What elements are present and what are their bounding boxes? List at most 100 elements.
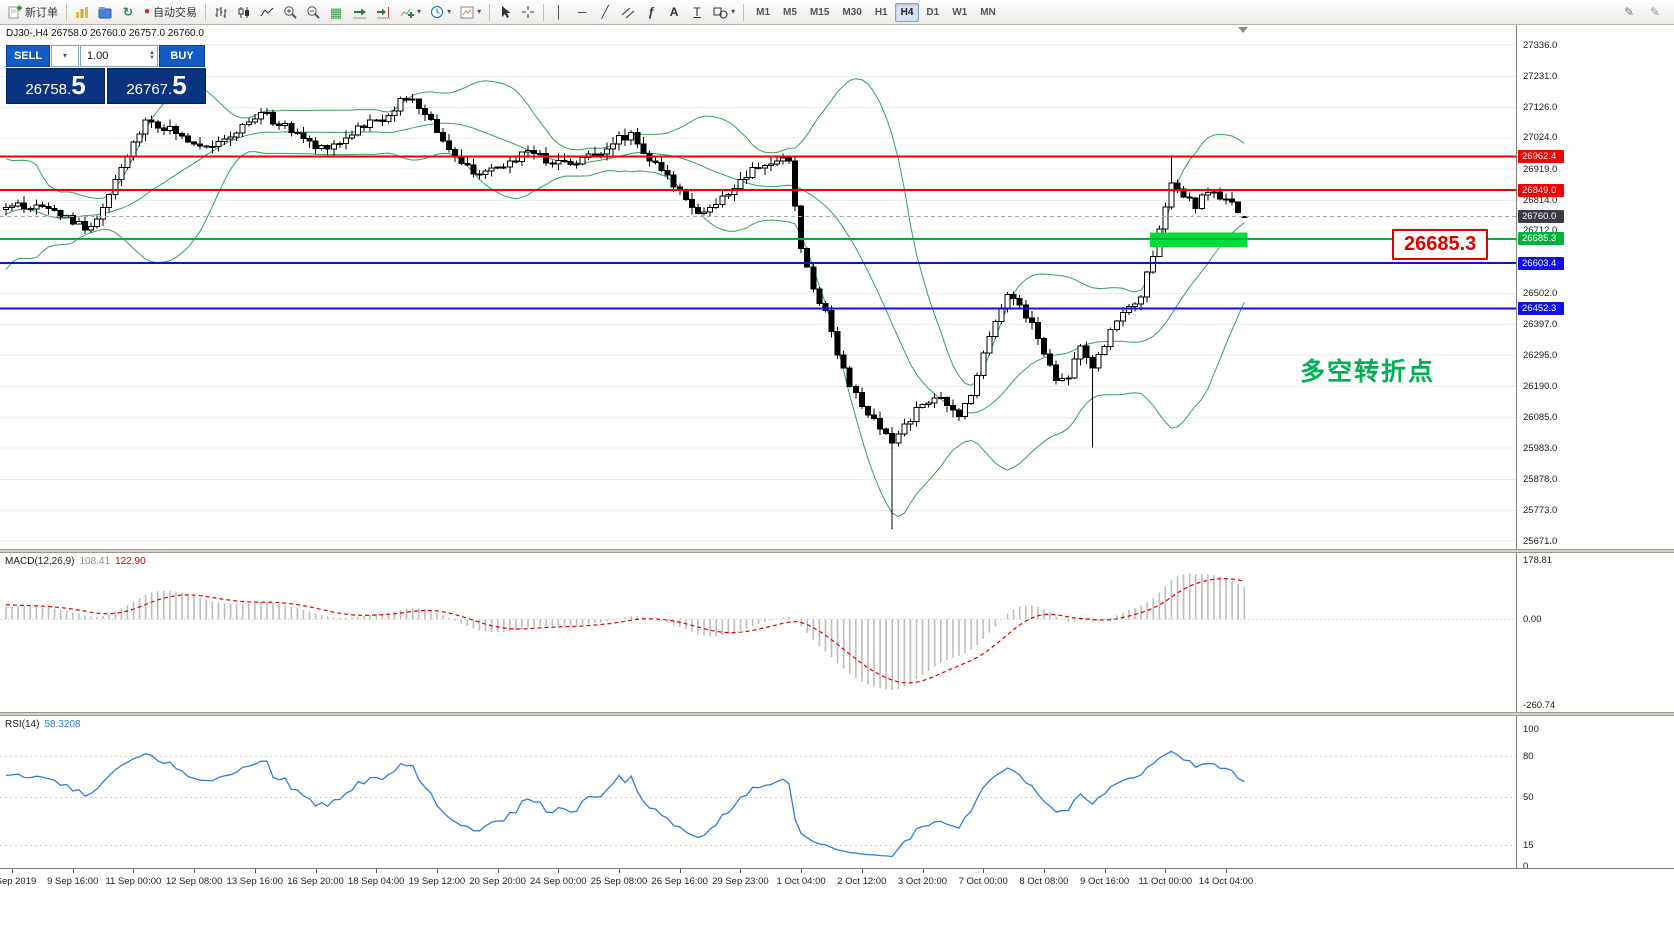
- candlestick-chart-button[interactable]: [233, 2, 255, 23]
- clock-icon: [431, 6, 444, 18]
- new-order-button[interactable]: 新订单: [4, 2, 62, 23]
- templates-icon: [460, 6, 474, 18]
- order-settings-dropdown[interactable]: ▾: [51, 45, 79, 67]
- time-tick: [861, 869, 863, 873]
- macd-signal-line: [5, 578, 1245, 684]
- timeframe-h1-button[interactable]: H1: [874, 6, 888, 18]
- chart-shift-icon: [377, 6, 391, 18]
- fibonacci-button[interactable]: ƒ: [640, 2, 662, 23]
- time-tick: [983, 869, 985, 873]
- buy-button[interactable]: BUY: [159, 45, 205, 67]
- indicators-button[interactable]: ▾: [396, 2, 425, 23]
- price-axis-label: 26085.0: [1523, 412, 1558, 424]
- vertical-line-button[interactable]: │: [548, 2, 570, 23]
- rsi-axis-label: 50: [1523, 792, 1534, 803]
- autotrading-button[interactable]: ● 自动交易: [140, 2, 201, 23]
- pane-divider[interactable]: [0, 712, 1674, 716]
- sell-button[interactable]: SELL: [6, 45, 50, 67]
- price-axis[interactable]: 27336.0 27231.0 27126.0 27024.0 26919.0 26814…: [1516, 25, 1674, 549]
- time-axis-label: 20 Sep 20:00: [469, 876, 526, 887]
- toolbar-separator: [543, 3, 545, 21]
- time-tick: [1165, 869, 1167, 873]
- spinner-down-icon[interactable]: ▼: [149, 55, 155, 61]
- refresh-button[interactable]: ↻: [117, 2, 139, 23]
- time-axis-label: 11 Oct 00:00: [1138, 876, 1193, 887]
- toolbar: 新订单 ↻ ● 自动交易 ▦: [0, 0, 1674, 25]
- time-tick: [801, 869, 803, 873]
- volume-spinner: ▲ ▼: [149, 50, 155, 61]
- channel-icon: [621, 7, 635, 18]
- auto-scroll-button[interactable]: [348, 2, 371, 23]
- text-button[interactable]: A: [663, 2, 685, 23]
- rsi-canvas[interactable]: [0, 716, 1516, 868]
- zoom-in-button[interactable]: [279, 2, 301, 23]
- horizontal-line-button[interactable]: ─: [571, 2, 593, 23]
- marker-button[interactable]: ✎: [1644, 2, 1666, 23]
- timeframe-m1-button[interactable]: M1: [756, 6, 771, 18]
- pane-divider[interactable]: [0, 549, 1674, 553]
- volume-field[interactable]: 1.00 ▲ ▼: [80, 45, 158, 67]
- price-axis-label: 27126.0: [1523, 102, 1558, 114]
- chevron-down-icon: ▾: [62, 51, 67, 60]
- turning-point-annotation[interactable]: 多空转折点: [1300, 358, 1436, 386]
- timeframe-m15-button[interactable]: M15: [809, 6, 830, 18]
- time-axis-label: 7 Oct 00:00: [958, 876, 1008, 887]
- timeframe-m30-button[interactable]: M30: [842, 6, 862, 18]
- highlight-rectangle[interactable]: [1150, 232, 1248, 247]
- time-tick: [254, 869, 256, 873]
- toolbar-separator: [743, 3, 745, 21]
- toolbar-separator: [66, 3, 67, 21]
- price-axis-label: 26295.0: [1523, 349, 1558, 361]
- one-click-trading-panel: SELL ▾ 1.00 ▲ ▼ BUY 26758. 5 26767. 5: [6, 45, 206, 104]
- level-price-callout[interactable]: 26685.3: [1392, 229, 1489, 260]
- periods-button[interactable]: ▾: [426, 2, 455, 23]
- crosshair-button[interactable]: [517, 2, 539, 23]
- timeframe-h4-button[interactable]: H4: [894, 2, 920, 22]
- trendline-button[interactable]: ╱: [594, 2, 616, 23]
- chevron-down-icon: ▾: [417, 7, 422, 16]
- line-chart-button[interactable]: [256, 2, 278, 23]
- equidistant-channel-button[interactable]: [617, 2, 639, 23]
- timeframe-buttons: M1 M5 M15 M30 H1 H4 D1 W1 MN: [750, 2, 1002, 22]
- cursor-icon: [501, 6, 511, 18]
- bar-chart-button[interactable]: [210, 2, 232, 23]
- spinner-up-icon[interactable]: ▲: [149, 50, 155, 56]
- zoom-out-button[interactable]: [302, 2, 324, 23]
- text-label-button[interactable]: T: [686, 2, 708, 23]
- cursor-button[interactable]: [494, 2, 516, 23]
- rsi-label: RSI(14) 58.3208: [5, 719, 81, 730]
- time-axis-label: 14 Oct 04:00: [1198, 876, 1254, 887]
- templates-button[interactable]: ▾: [456, 2, 485, 23]
- shapes-icon: [713, 7, 728, 18]
- refresh-icon: ↻: [122, 5, 134, 19]
- timeframe-m5-button[interactable]: M5: [783, 6, 797, 18]
- timeframe-mn-button[interactable]: MN: [980, 6, 996, 18]
- time-axis-label: 24 Sep 00:00: [530, 876, 587, 887]
- sell-price-button[interactable]: 26758. 5: [6, 68, 105, 104]
- main-chart-canvas[interactable]: [0, 25, 1516, 549]
- navigator-button[interactable]: [94, 2, 116, 23]
- rsi-axis-label: 0: [1523, 860, 1529, 872]
- tile-windows-icon: ▦: [329, 4, 343, 20]
- chart-shift-marker[interactable]: [1238, 27, 1248, 33]
- market-watch-button[interactable]: [71, 2, 93, 23]
- buy-price-button[interactable]: 26767. 5: [107, 68, 206, 104]
- chart-shift-button[interactable]: [372, 2, 395, 23]
- macd-canvas[interactable]: [0, 553, 1516, 712]
- time-tick: [558, 869, 560, 873]
- price-axis-label: 27336.0: [1523, 39, 1558, 51]
- shapes-button[interactable]: ▾: [709, 2, 739, 23]
- chart-ohlc-label: DJ30-,H4 26758.0 26760.0 26757.0 26760.0: [6, 28, 204, 39]
- timeframe-w1-button[interactable]: W1: [952, 6, 968, 18]
- macd-name: MACD(12,26,9): [5, 556, 75, 567]
- macd-pane: MACD(12,26,9) 108.41 122.90 178.81 0.00 -260…: [0, 553, 1674, 712]
- price-axis-label: 25878.0: [1523, 473, 1558, 485]
- price-axis-label: 26814.0: [1523, 195, 1558, 206]
- timeframe-d1-button[interactable]: D1: [926, 6, 940, 18]
- navigator-icon: [98, 6, 112, 18]
- tile-windows-button[interactable]: ▦: [325, 2, 347, 23]
- pencil-button[interactable]: ✎: [1618, 2, 1640, 23]
- time-axis-label: 18 Sep 04:00: [347, 876, 405, 887]
- macd-axis-label: 178.81: [1523, 555, 1553, 566]
